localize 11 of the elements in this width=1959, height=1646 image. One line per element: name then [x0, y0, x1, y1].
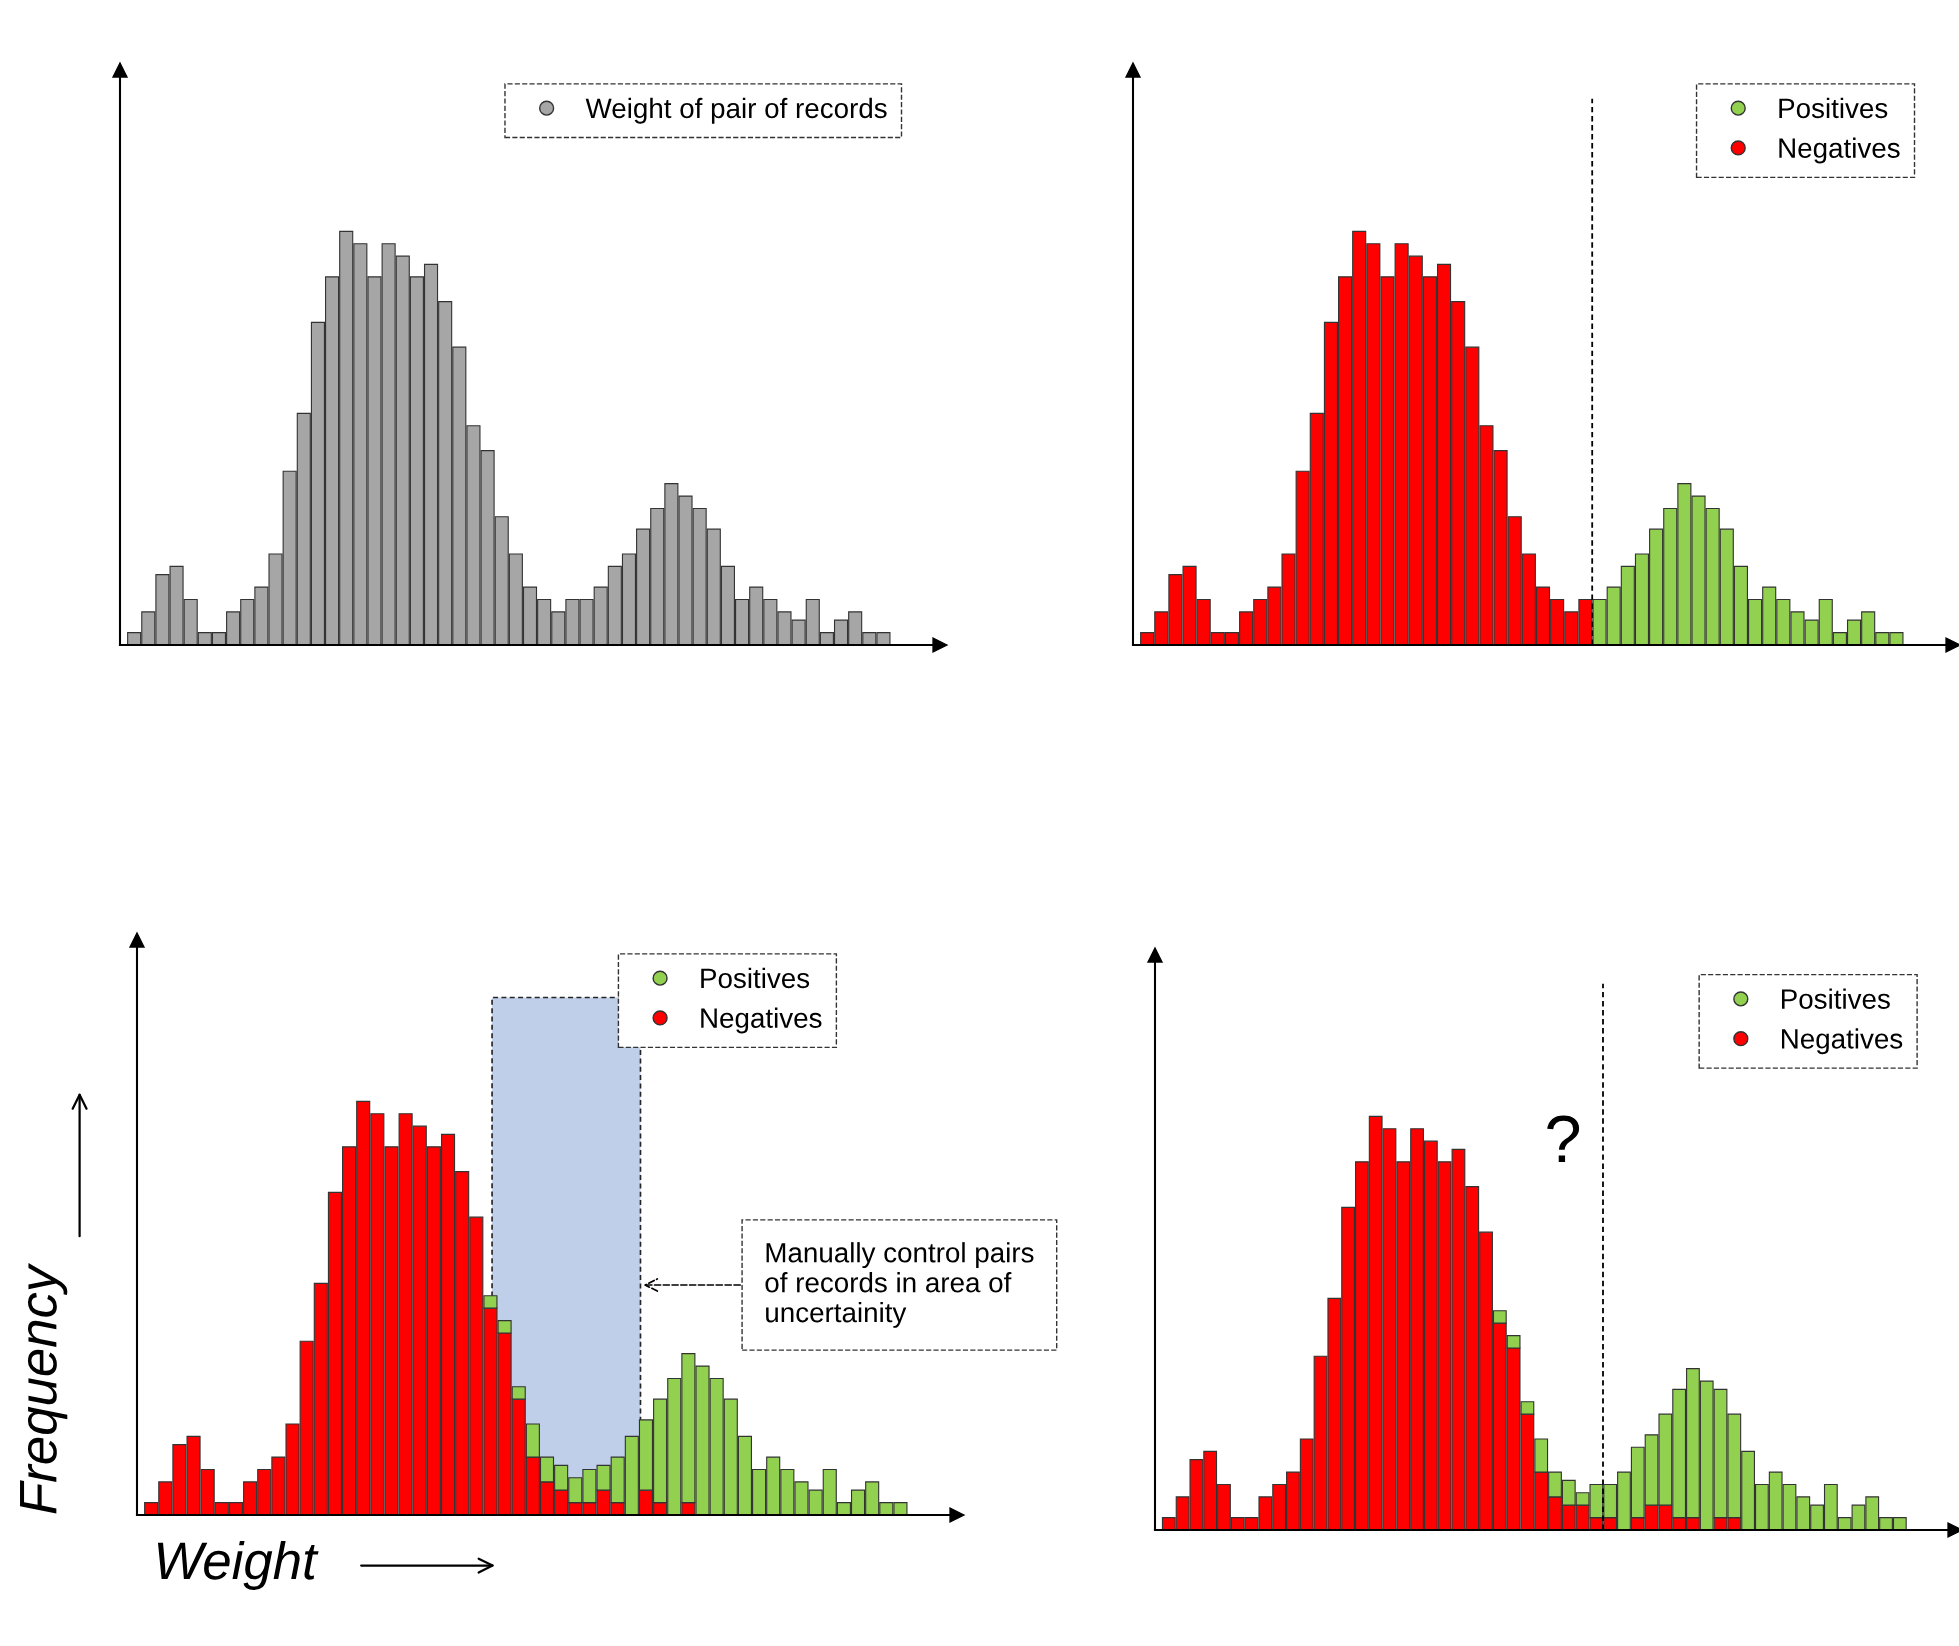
annotation: ?	[1547, 1115, 1580, 1162]
legend-label: Weight of pair of records	[585, 97, 887, 124]
legend-label: Positives	[1779, 97, 1888, 119]
legend-label: Negatives	[1781, 1028, 1903, 1055]
legend-label: Positives	[701, 967, 810, 989]
x-axis-title: Weight	[157, 1540, 319, 1591]
legend-label: Positives	[1781, 988, 1890, 1009]
legend-label: Negatives	[701, 1007, 822, 1034]
annotation: Manually control pairs of records in area of uncertainity	[765, 1242, 1034, 1328]
legend-label: Negatives	[1779, 137, 1900, 164]
y-axis-title: Frequency	[20, 1262, 68, 1514]
